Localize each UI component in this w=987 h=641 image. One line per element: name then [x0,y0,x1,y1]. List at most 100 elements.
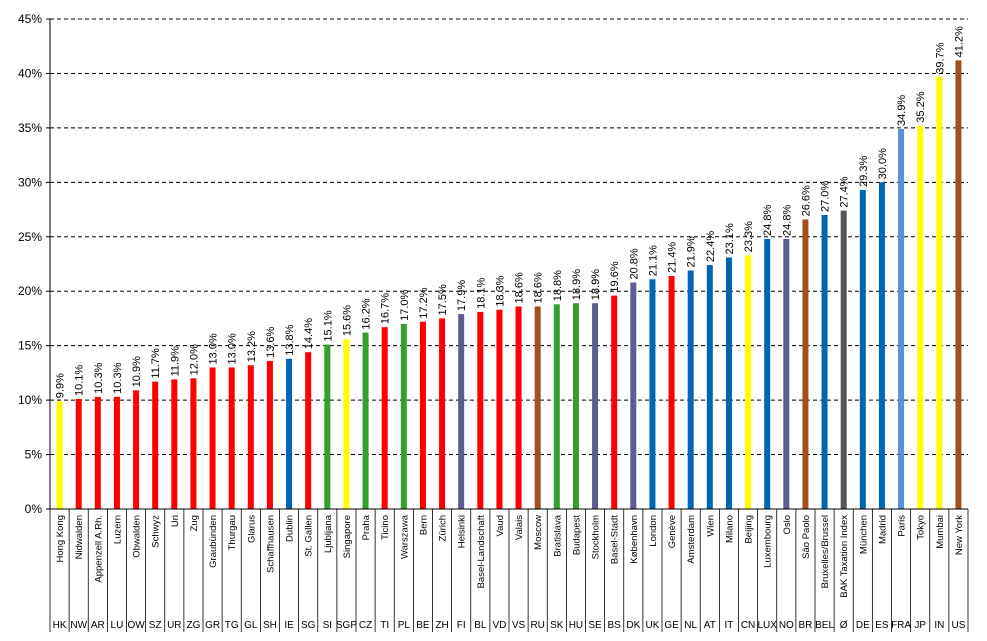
data-label: 11.7% [150,348,162,379]
bar [113,396,120,509]
category-label: Zug [189,515,200,531]
bar [534,306,541,509]
category-label: Luxembourg [763,515,774,568]
bar [764,238,771,509]
data-label: 23.1% [724,223,736,254]
bars [56,60,962,510]
data-label: 17.2% [418,287,430,318]
category-label: Praha [361,514,372,540]
bar [821,215,828,509]
data-label: 16.2% [361,298,373,329]
category-label: BAK Taxation Index [839,515,850,598]
bar [630,282,637,509]
category-label: Luzern [112,515,123,544]
data-label: 13.8% [284,324,296,355]
category-label: Stockholm [591,515,602,559]
category-code-label: NW [70,620,87,631]
bar [381,327,388,509]
bar [286,358,293,509]
category-code-label: RU [530,620,544,631]
category-label: Vaud [495,515,506,536]
category-code-label: NL [684,620,697,631]
bar [936,76,943,509]
y-tick-label: 45% [18,12,42,26]
category-code-label: HU [569,620,583,631]
data-label: 10.3% [93,362,105,393]
data-label: 21.9% [686,236,698,267]
category-label: Hong Kong [55,515,66,563]
bar [247,365,254,509]
category-code-label: DE [856,620,870,631]
data-label: 14.4% [303,318,315,349]
category-label: Zürich [438,515,449,541]
category-code-label: SH [263,620,277,631]
bar [553,304,560,509]
bar [496,309,503,509]
category-code-label: GR [205,620,220,631]
category-code-label: SI [323,620,332,631]
category-label: New York [954,515,965,555]
data-label: 18.9% [590,269,602,300]
category-label: Graubünden [208,515,219,568]
category-label: Dublin [285,515,296,542]
data-label: 29.3% [858,156,870,187]
bar [266,360,273,509]
data-label: 24.8% [762,205,774,236]
data-label: 41.2% [953,26,965,57]
category-code-label: VD [492,620,506,631]
category-code-label: ES [875,620,889,631]
category-code-label: ZH [435,620,448,631]
data-label: 39.7% [934,42,946,73]
category-code-label: UR [167,620,181,631]
data-label: 17.5% [437,284,449,315]
category-label: Tokyo [916,515,927,540]
category-label: Schwyz [151,515,162,548]
data-label: 30.0% [877,148,889,179]
category-code-label: JP [914,620,926,631]
y-tick-label: 25% [18,230,42,244]
bar [955,60,962,509]
category-code-label: LUX [757,620,777,631]
bar [152,381,159,509]
bar [840,210,847,509]
category-label: St. Gallen [304,515,315,557]
bar [75,399,82,509]
category-label: Milano [724,515,735,543]
category-code-label: FI [457,620,466,631]
data-label: 20.8% [628,248,640,279]
data-label: 21.1% [647,245,659,276]
bar [362,332,369,509]
data-label: 18.8% [552,270,564,301]
y-tick-label: 35% [18,121,42,135]
y-tick-label: 20% [18,284,42,298]
bar [133,390,140,509]
data-label: 18.6% [514,272,526,303]
category-label: Wien [705,515,716,537]
data-label: 17.9% [456,280,468,311]
category-label: Uri [170,515,181,527]
bar [477,311,484,509]
bar [228,367,235,509]
data-label: 27.0% [820,181,832,212]
category-label: Moscow [533,515,544,550]
category-code-label: FRA [891,620,911,631]
category-label: Appenzell A.Rh. [93,515,104,583]
category-code-label: AT [704,620,716,631]
bar [802,219,809,509]
category-code-label: SGP [336,620,357,631]
category-label: Schaffhausen [265,515,276,573]
data-label: 13.0% [208,333,220,364]
category-label: Warszawa [399,514,410,559]
bar [878,182,885,510]
category-label: Ticino [380,515,391,540]
category-label: Mumbai [935,515,946,549]
category-code-label: GE [664,620,679,631]
data-label: 16.7% [380,293,392,324]
bar [515,306,522,509]
category-label: Helsinki [457,515,468,548]
category-label: Bruxelles/Brussel [820,515,831,588]
data-label: 22.4% [705,231,717,262]
data-label: 10.1% [74,365,86,396]
axes [46,18,969,632]
